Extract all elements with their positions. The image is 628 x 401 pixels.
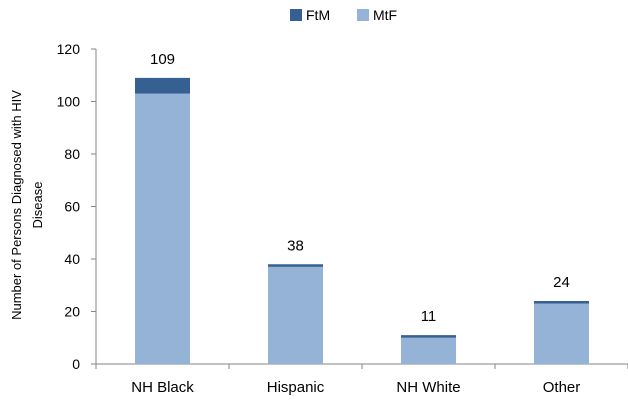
y-tick-label: 40 xyxy=(64,251,80,267)
bar-mtf-other xyxy=(534,303,589,364)
y-axis-title-line-2: Disease xyxy=(30,182,45,229)
bar-ftm-nh-white xyxy=(401,335,456,338)
legend-label-ftm: FtM xyxy=(306,7,330,23)
bar-ftm-nh-black xyxy=(135,77,190,94)
plot-area: 0 20 40 60 80 100 120 109 NH Black 38 Hispanic 11 NH… xyxy=(57,41,628,396)
data-label-total: 109 xyxy=(150,51,175,68)
x-category-label: Other xyxy=(543,379,581,396)
y-tick-label: 120 xyxy=(57,41,81,57)
bar-ftm-hispanic xyxy=(268,264,323,267)
x-category-label: NH White xyxy=(396,379,460,396)
data-label-total: 24 xyxy=(553,274,570,291)
x-category-label: Hispanic xyxy=(267,379,325,396)
legend-label-mtf: MtF xyxy=(373,7,397,23)
data-label-total: 38 xyxy=(287,237,304,254)
y-axis-title-line-1: Number of Persons Diagnosed with HIV xyxy=(9,90,24,320)
bar-mtf-nh-black xyxy=(135,93,190,364)
legend-swatch-mtf xyxy=(357,9,369,21)
y-tick-label: 20 xyxy=(64,304,80,320)
legend: FtM MtF xyxy=(290,7,397,23)
y-tick-label: 0 xyxy=(72,356,80,372)
bar-mtf-nh-white xyxy=(401,337,456,364)
bar-mtf-hispanic xyxy=(268,266,323,364)
y-tick-label: 60 xyxy=(64,199,80,215)
y-tick-label: 100 xyxy=(57,94,81,110)
data-label-total: 11 xyxy=(421,308,437,325)
x-category-label: NH Black xyxy=(131,379,194,396)
legend-swatch-ftm xyxy=(290,9,302,21)
y-tick-label: 80 xyxy=(64,146,80,162)
bar-ftm-other xyxy=(534,301,589,304)
